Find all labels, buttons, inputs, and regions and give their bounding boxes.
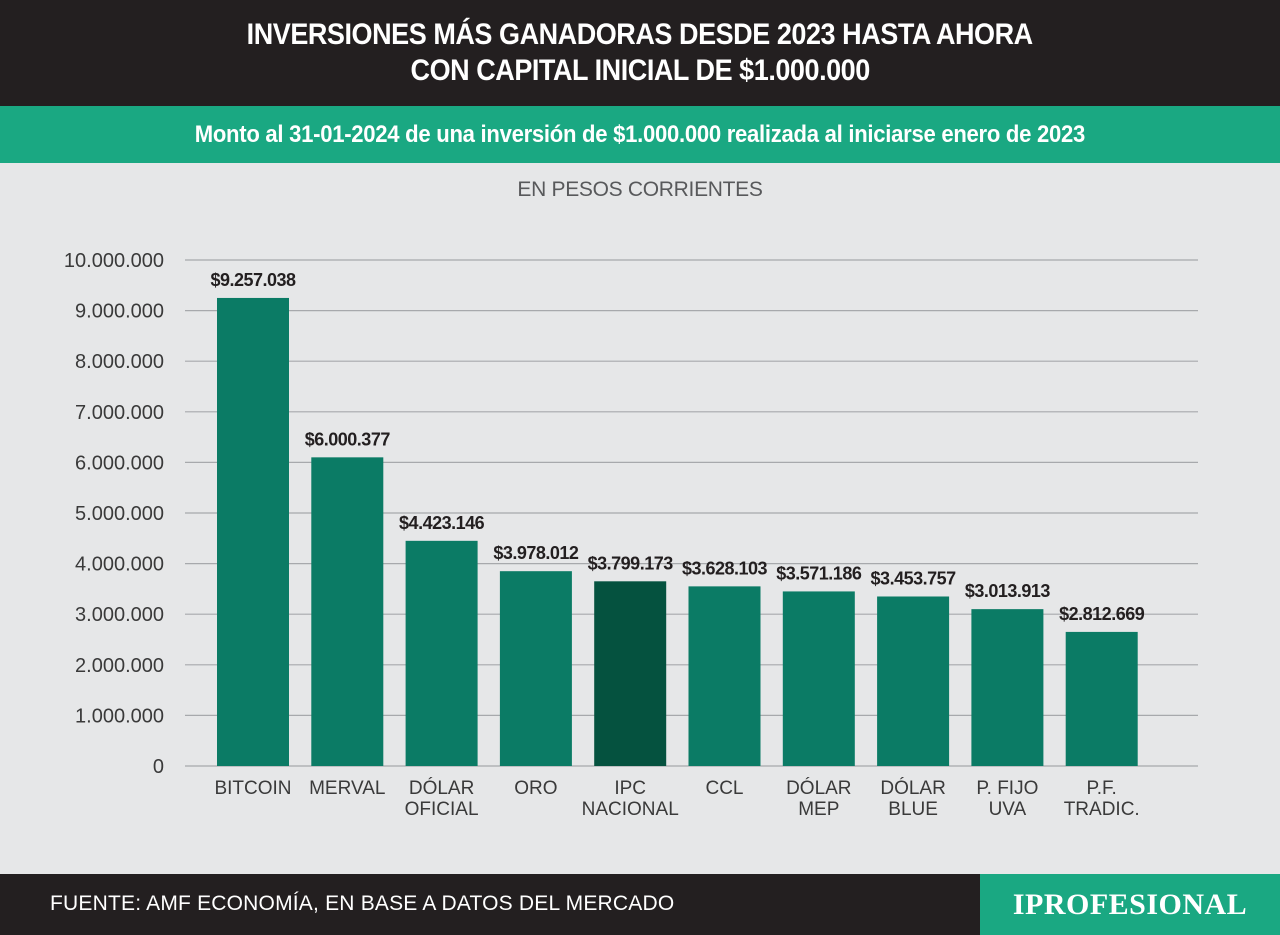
x-tick-label: DÓLAR (880, 777, 945, 799)
bar (688, 586, 761, 766)
bar (877, 596, 950, 766)
data-label: $3.453.757 (871, 568, 957, 588)
x-tick-label: CCL (705, 778, 743, 799)
data-label: $9.257.038 (210, 270, 296, 290)
bar-chart: 0 1.000.000 2.000.000 3.000.000 4.000.000 5.0… (64, 250, 1198, 820)
y-tick-label: 5.000.000 (75, 503, 164, 525)
data-label: $3.799.173 (588, 553, 674, 573)
x-tick-label: BITCOIN (214, 778, 291, 799)
bar (1065, 631, 1138, 766)
data-label: $3.978.012 (493, 543, 579, 563)
chart-title-banner: INVERSIONES MÁS GANADORAS DESDE 2023 HAS… (0, 0, 1280, 106)
brand-logo: IPROFESIONAL (980, 874, 1280, 935)
data-label: $3.628.103 (682, 558, 768, 578)
x-tick-label: OFICIAL (405, 799, 479, 820)
chart-title-line-2: CON CAPITAL INICIAL DE $1.000.000 (410, 54, 870, 87)
x-tick-label: P. FIJO (976, 778, 1038, 799)
bar (217, 297, 289, 766)
data-label: $3.013.913 (965, 581, 1051, 601)
unit-label: EN PESOS CORRIENTES (517, 178, 763, 201)
bar (971, 609, 1044, 766)
y-tick-label: 4.000.000 (75, 554, 164, 576)
x-tick-label: P.F. (1087, 778, 1117, 799)
y-tick-label: 3.000.000 (75, 604, 164, 626)
x-tick-label: MERVAL (309, 778, 385, 799)
bar (499, 571, 572, 766)
x-tick-label: ORO (514, 778, 557, 799)
data-label: $3.571.186 (776, 563, 862, 583)
source-note: FUENTE: AMF ECONOMÍA, EN BASE A DATOS DE… (50, 892, 675, 915)
y-tick-label: 0 (153, 756, 164, 778)
x-tick-label: BLUE (888, 799, 938, 820)
y-tick-label: 7.000.000 (75, 402, 164, 424)
x-tick-label: DÓLAR (409, 777, 474, 799)
bar (782, 591, 855, 766)
data-label: $6.000.377 (305, 429, 391, 449)
data-label: $4.423.146 (399, 513, 485, 533)
y-tick-label: 9.000.000 (75, 301, 164, 323)
x-tick-label: IPC (614, 778, 646, 799)
x-tick-label: TRADIC. (1064, 799, 1140, 820)
data-label: $2.812.669 (1059, 604, 1145, 624)
x-tick-label: UVA (989, 799, 1027, 820)
bar (405, 540, 478, 766)
chart-title-line-1: INVERSIONES MÁS GANADORAS DESDE 2023 HAS… (246, 18, 1034, 51)
y-tick-label: 1.000.000 (75, 705, 164, 727)
y-tick-label: 10.000.000 (64, 250, 164, 272)
chart-subtitle: Monto al 31-01-2024 de una inversión de … (194, 120, 1086, 148)
bar (311, 457, 384, 766)
y-tick-label: 2.000.000 (75, 655, 164, 677)
bar (594, 581, 667, 766)
footer: FUENTE: AMF ECONOMÍA, EN BASE A DATOS DE… (0, 874, 1280, 935)
x-tick-label: DÓLAR (786, 777, 851, 799)
x-tick-label: MEP (798, 799, 839, 820)
chart-subtitle-banner: Monto al 31-01-2024 de una inversión de … (0, 106, 1280, 163)
y-tick-label: 6.000.000 (75, 452, 164, 474)
x-tick-label: NACIONAL (582, 799, 679, 820)
y-tick-label: 8.000.000 (75, 351, 164, 373)
